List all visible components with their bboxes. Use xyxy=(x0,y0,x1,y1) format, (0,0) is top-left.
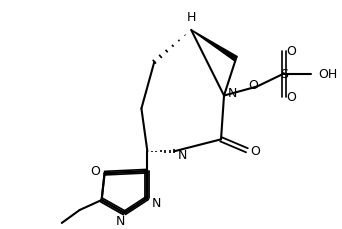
Text: N: N xyxy=(152,196,161,209)
Text: OH: OH xyxy=(318,68,338,81)
Text: S: S xyxy=(280,68,288,81)
Polygon shape xyxy=(191,31,237,62)
Text: N: N xyxy=(177,148,187,161)
Text: O: O xyxy=(248,79,258,92)
Text: N: N xyxy=(116,215,125,227)
Text: N: N xyxy=(227,87,237,100)
Text: O: O xyxy=(250,144,260,157)
Text: O: O xyxy=(91,164,101,177)
Text: H: H xyxy=(186,11,196,24)
Text: O: O xyxy=(287,91,297,104)
Text: O: O xyxy=(287,45,297,58)
